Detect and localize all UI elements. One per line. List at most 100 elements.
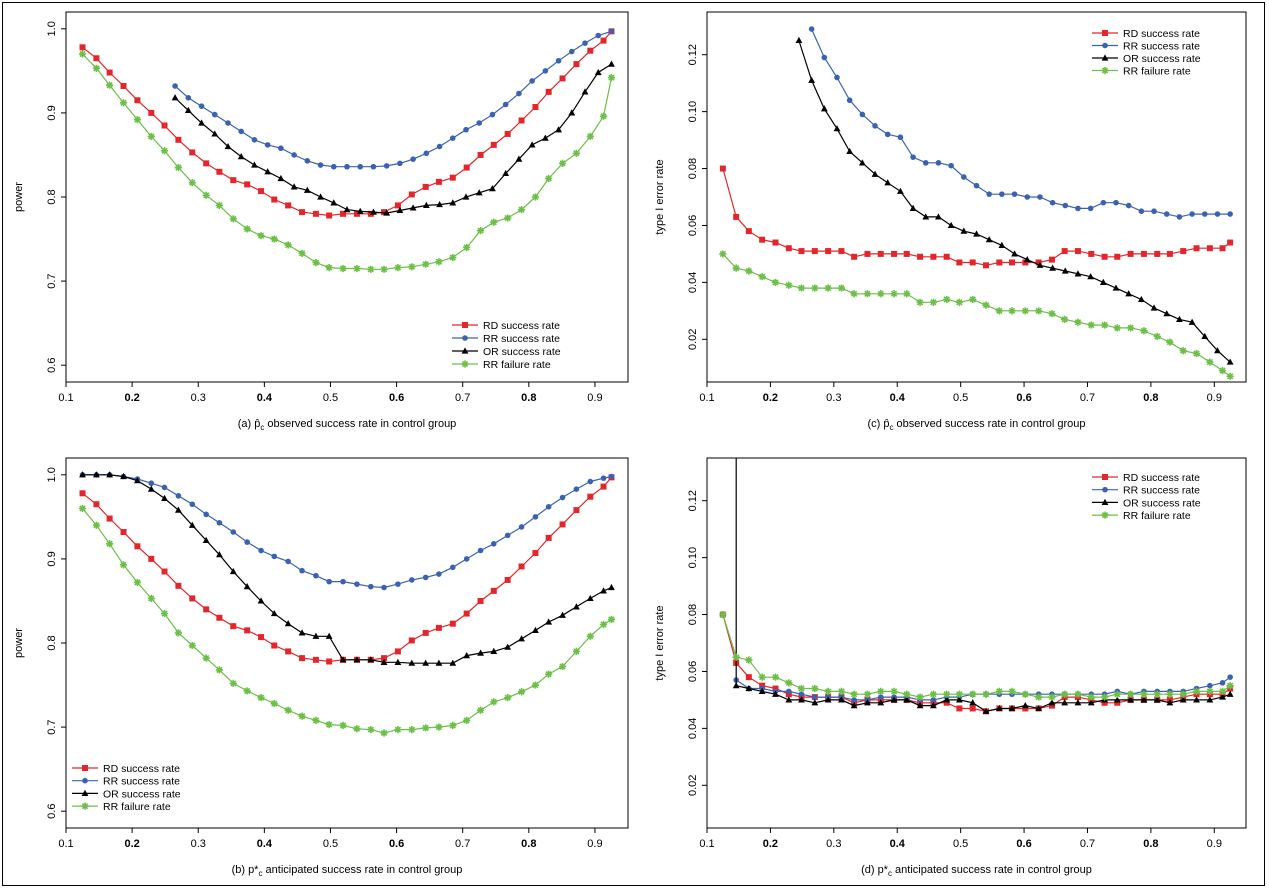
data-point — [1138, 208, 1145, 215]
data-point — [185, 94, 192, 101]
data-point — [1049, 264, 1056, 271]
data-point — [587, 493, 594, 500]
data-point — [1088, 250, 1095, 257]
data-point — [1201, 332, 1209, 340]
data-point — [985, 236, 993, 243]
data-point — [1037, 194, 1043, 200]
data-point — [370, 163, 377, 170]
series-rd-success-rate — [79, 474, 615, 665]
legend-marker — [461, 347, 469, 354]
data-point — [93, 55, 100, 62]
caption-subscript: c — [258, 869, 262, 878]
data-point — [1101, 699, 1108, 706]
data-point — [312, 716, 320, 724]
data-point — [1100, 693, 1109, 701]
data-point — [995, 307, 1003, 315]
data-point — [1075, 205, 1081, 212]
data-point — [517, 206, 526, 214]
data-point — [884, 179, 892, 186]
data-point — [600, 37, 607, 44]
data-point — [230, 177, 237, 184]
data-point — [1140, 696, 1148, 703]
x-axis-caption: (b) p*c anticipated success rate in cont… — [232, 864, 463, 878]
data-point — [147, 594, 155, 603]
data-point — [1214, 211, 1221, 217]
legend-label: RR success rate — [483, 333, 560, 345]
legend-item: RD success rate — [1092, 472, 1200, 484]
caption-text: anticipated success rate in control grou… — [262, 864, 462, 876]
data-point — [216, 168, 223, 175]
data-point — [477, 151, 484, 158]
data-point — [133, 116, 142, 124]
x-tick-label: 0.7 — [455, 392, 470, 404]
caption-symbol: p* — [248, 864, 259, 876]
y-axis-label: type I error rate — [654, 159, 666, 234]
data-point — [1140, 690, 1148, 698]
y-tick-label: 0.7 — [46, 719, 58, 734]
caption-prefix: (d) — [861, 864, 878, 876]
data-point — [284, 706, 292, 714]
data-point — [340, 578, 346, 585]
data-point — [798, 691, 805, 698]
data-point — [106, 471, 114, 478]
data-point — [1021, 307, 1029, 315]
data-point — [92, 64, 101, 72]
caption-text: observed success rate in control group — [264, 418, 456, 430]
legend-item: RR success rate — [72, 776, 180, 788]
data-point — [380, 658, 388, 665]
data-point — [745, 656, 753, 664]
data-point — [586, 132, 594, 141]
x-tick-label: 0.6 — [389, 838, 404, 850]
data-point — [903, 250, 910, 257]
data-point — [1206, 358, 1214, 366]
legend-item: OR success rate — [72, 788, 181, 800]
data-point — [423, 150, 430, 157]
y-axis-label: power — [13, 628, 25, 658]
data-point — [545, 88, 552, 95]
data-point — [284, 241, 292, 249]
data-point — [396, 206, 404, 214]
data-point — [490, 647, 498, 655]
data-point — [408, 191, 415, 198]
data-point — [312, 258, 320, 267]
data-point — [285, 558, 291, 565]
legend-label: RR failure rate — [103, 801, 171, 813]
data-point — [312, 656, 319, 663]
y-tick-label: 0.6 — [46, 804, 58, 819]
data-point — [586, 594, 594, 602]
chart-panel-d: 0.1 0.2 0.3 0.4 0.5 0.6 0.7 0.8 0.9 0.02 0.04 0.06 0… — [654, 457, 1247, 878]
plot-series — [78, 471, 616, 737]
data-point — [808, 76, 816, 83]
data-point — [903, 696, 911, 703]
data-point — [504, 643, 512, 650]
data-point — [175, 506, 182, 513]
data-point — [1214, 347, 1221, 354]
data-point — [600, 475, 607, 481]
data-point — [435, 723, 443, 731]
x-tick-label: 0.4 — [257, 838, 273, 850]
data-point — [785, 691, 792, 698]
legend-marker — [1101, 66, 1109, 75]
data-point — [148, 109, 155, 116]
data-point — [477, 597, 484, 604]
data-point — [811, 699, 819, 706]
data-point — [1179, 690, 1187, 698]
legend-marker — [81, 802, 89, 810]
legend-marker — [1102, 486, 1108, 493]
data-point — [929, 690, 937, 698]
data-point — [475, 189, 483, 196]
data-point — [367, 265, 375, 273]
data-point — [732, 264, 740, 272]
chart-panel-a: 0.1 0.2 0.3 0.4 0.5 0.6 0.7 0.8 0.9 0.6 0.7 0.8 0.9 1… — [13, 11, 629, 432]
data-point — [745, 674, 752, 681]
data-point — [877, 699, 885, 706]
data-point — [463, 652, 471, 659]
data-point — [785, 281, 793, 289]
data-point — [383, 209, 391, 216]
data-point — [960, 227, 968, 234]
data-point — [339, 656, 347, 663]
data-point — [244, 539, 250, 545]
data-point — [1166, 338, 1174, 346]
data-point — [922, 160, 929, 166]
data-point — [922, 213, 930, 220]
